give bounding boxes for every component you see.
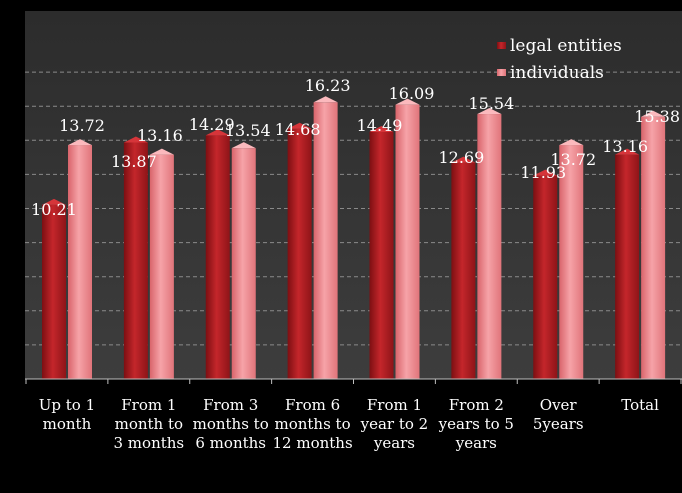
bar-cap [42, 198, 66, 205]
x-tick-label: Total [621, 396, 659, 414]
x-tick-label: From 1 month to 3 months [114, 396, 185, 452]
bar-cap [451, 156, 476, 163]
bars [42, 96, 666, 379]
data-label: 16.23 [305, 76, 351, 95]
bar-cap [559, 139, 584, 146]
bar-individuals [68, 145, 92, 379]
legend-swatch [497, 42, 506, 49]
bar-individuals [641, 116, 666, 379]
legend-label: individuals [510, 63, 604, 83]
x-tick-label: Up to 1 month [39, 396, 95, 433]
data-label: 13.72 [59, 116, 105, 135]
bar-cap [231, 142, 256, 149]
bar-individuals [313, 102, 338, 379]
bar-cap [641, 110, 666, 117]
bar-cap [123, 136, 148, 143]
bar-cap [313, 96, 338, 103]
bar-individuals [149, 154, 174, 379]
data-label: 13.87 [111, 152, 157, 171]
x-tick-label: From 6 months to 12 months [272, 396, 352, 452]
bar-cap [533, 169, 558, 176]
data-label: 15.38 [634, 107, 680, 126]
legend-swatch [497, 69, 506, 76]
bar-legal-entities [123, 142, 148, 379]
data-label: 12.69 [438, 148, 484, 167]
legend: legal entities individuals [497, 36, 622, 83]
data-label: 15.54 [468, 94, 514, 113]
data-label: 13.16 [137, 126, 183, 145]
data-label: 14.68 [275, 120, 321, 139]
bar-individuals [477, 114, 502, 379]
bar-cap [205, 129, 230, 136]
x-tick-label: Over 5years [533, 396, 584, 433]
bar-cap [149, 148, 174, 155]
bar-cap [477, 108, 502, 115]
bar-individuals [559, 145, 584, 379]
x-tick-label: From 1 year to 2 years [360, 396, 429, 452]
legend-label: legal entities [510, 36, 622, 56]
data-label: 14.29 [189, 115, 235, 134]
bar-individuals [231, 148, 256, 379]
bar-cap [287, 122, 312, 129]
x-tick-label: From 3 months to 6 months [193, 396, 269, 452]
bar-legal-entities [451, 162, 476, 379]
bar-legal-entities [533, 175, 558, 379]
bar-cap [615, 148, 640, 155]
bar-cap [395, 98, 420, 105]
bar-individuals [395, 104, 420, 379]
bar-legal-entities [369, 131, 394, 379]
data-label: 11.93 [520, 163, 566, 182]
bar-legal-entities [42, 204, 66, 379]
data-label: 13.16 [602, 137, 648, 156]
bar-cap [68, 139, 92, 146]
data-label: 10.21 [31, 200, 77, 219]
data-label: 16.09 [389, 84, 435, 103]
bar-legal-entities [287, 128, 312, 379]
data-labels: 10.21 13.87 14.29 14.68 14.49 12.69 11.93 13.16… [31, 76, 680, 219]
data-label: 14.49 [357, 116, 403, 135]
bar-cap [369, 125, 394, 132]
data-label: 13.72 [550, 150, 596, 169]
data-label: 13.54 [225, 121, 271, 140]
bar-legal-entities [205, 135, 230, 379]
x-tick-label: From 2 years to 5 years [438, 396, 514, 452]
bar-legal-entities [615, 154, 640, 379]
